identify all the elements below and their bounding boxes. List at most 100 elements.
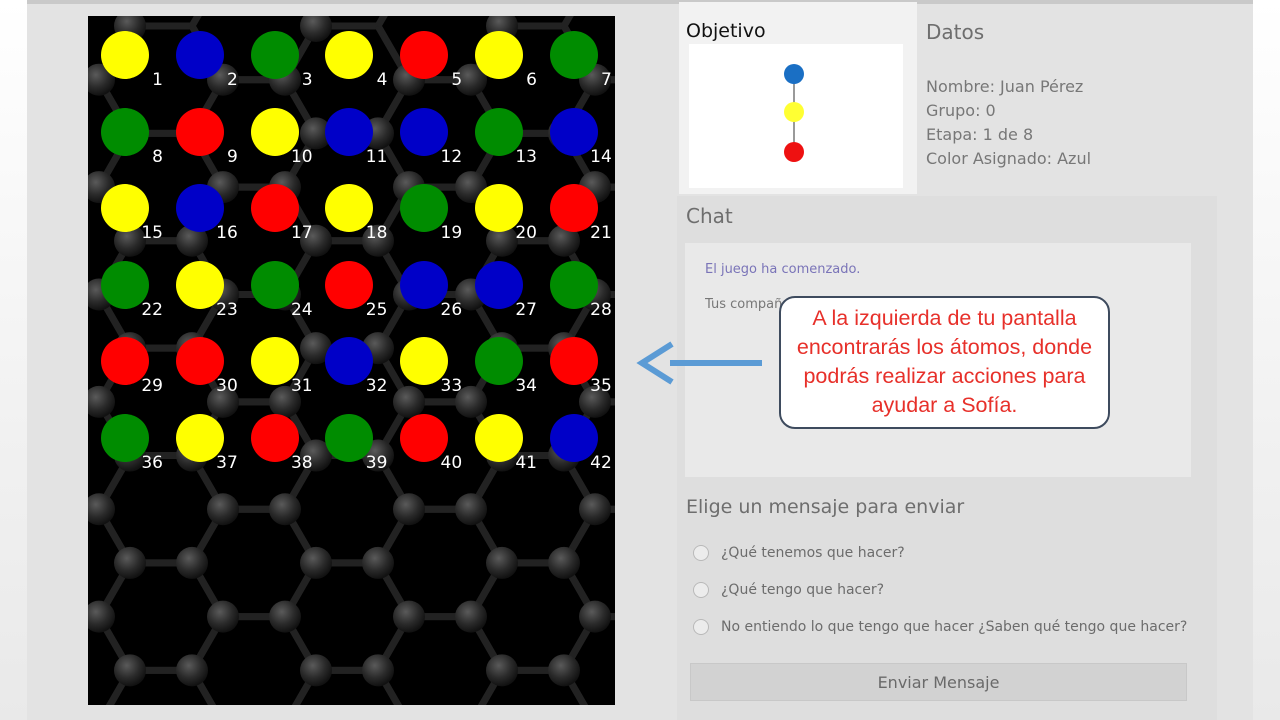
lattice-node xyxy=(579,600,611,633)
atom-4[interactable] xyxy=(325,31,374,79)
lattice-bond xyxy=(188,16,202,28)
atom-19[interactable] xyxy=(400,184,449,232)
atom-1[interactable] xyxy=(101,31,149,79)
radio-button[interactable] xyxy=(693,619,709,635)
lattice-node xyxy=(300,117,332,150)
atom-20[interactable] xyxy=(475,184,523,232)
atom-40[interactable] xyxy=(400,413,449,462)
radio-button[interactable] xyxy=(693,582,709,598)
radio-button[interactable] xyxy=(693,545,709,561)
atom-number-label: 36 xyxy=(141,452,163,473)
lattice-node xyxy=(548,654,580,687)
atom-32[interactable] xyxy=(325,337,374,385)
callout-line: A la izquierda de tu pantalla xyxy=(812,306,1077,330)
atom-number-label: 1 xyxy=(152,70,163,90)
atom-21[interactable] xyxy=(549,184,598,232)
atom-number-label: 8 xyxy=(152,146,163,167)
atom-16[interactable] xyxy=(175,184,224,232)
atom-number-label: 14 xyxy=(590,146,612,167)
atom-number-label: 19 xyxy=(440,223,463,243)
atom-number-label: 38 xyxy=(290,452,313,473)
atom-31[interactable] xyxy=(250,337,299,385)
atom-number-label: 18 xyxy=(365,223,388,243)
message-option-label: No entiendo lo que tengo que hacer ¿Sabe… xyxy=(721,619,1188,635)
lattice-node xyxy=(579,385,611,418)
atom-number-label: 29 xyxy=(141,376,163,396)
atom-35[interactable] xyxy=(549,337,598,385)
message-option-1[interactable]: ¿Qué tenemos que hacer? xyxy=(693,542,905,564)
lattice-node xyxy=(269,385,301,418)
atom-29[interactable] xyxy=(101,337,149,385)
atom-9[interactable] xyxy=(175,107,224,156)
atom-8[interactable] xyxy=(101,107,149,156)
atom-12[interactable] xyxy=(400,107,449,156)
atom-25[interactable] xyxy=(325,260,374,309)
atom-number-label: 31 xyxy=(290,376,313,396)
lattice-node xyxy=(362,224,394,257)
atom-number-label: 21 xyxy=(590,223,612,243)
atom-number-label: 30 xyxy=(216,376,238,396)
atom-37[interactable] xyxy=(175,413,224,462)
lattice-node xyxy=(548,546,580,579)
atom-number-label: 22 xyxy=(141,299,163,320)
atom-number-label: 25 xyxy=(365,299,388,320)
lattice-node xyxy=(393,600,425,633)
atom-27[interactable] xyxy=(475,260,523,309)
atom-34[interactable] xyxy=(475,337,523,385)
datos-etapa: Etapa: 1 de 8 xyxy=(926,125,1034,144)
atom-30[interactable] xyxy=(175,337,224,385)
atom-number-label: 15 xyxy=(141,223,163,243)
lattice-node xyxy=(176,224,208,257)
atom-41[interactable] xyxy=(475,413,523,462)
left-arrow-icon xyxy=(636,341,762,385)
atom-7[interactable] xyxy=(549,31,598,79)
atom-18[interactable] xyxy=(325,184,374,232)
atom-24[interactable] xyxy=(250,260,299,309)
atom-number-label: 40 xyxy=(440,452,463,473)
atom-26[interactable] xyxy=(400,260,449,309)
atom-42[interactable] xyxy=(549,413,598,462)
atom-23[interactable] xyxy=(175,260,224,309)
atom-2[interactable] xyxy=(175,31,224,79)
lattice-node xyxy=(455,385,487,418)
chat-message: El juego ha comenzado. xyxy=(705,262,861,277)
atom-number-label: 42 xyxy=(590,452,612,473)
atom-number-label: 4 xyxy=(376,70,388,90)
atom-14[interactable] xyxy=(549,107,598,156)
lattice-node xyxy=(362,546,394,579)
atom-13[interactable] xyxy=(475,107,523,156)
atom-number-label: 9 xyxy=(226,146,238,167)
top-divider xyxy=(27,0,1253,4)
atom-15[interactable] xyxy=(101,184,149,232)
atom-3[interactable] xyxy=(250,31,299,79)
message-option-2[interactable]: ¿Qué tengo que hacer? xyxy=(693,579,884,601)
atom-5[interactable] xyxy=(400,31,449,79)
lattice-node xyxy=(455,600,487,633)
lattice-node xyxy=(88,600,115,633)
atom-number-label: 2 xyxy=(226,70,238,90)
atom-number-label: 7 xyxy=(600,70,612,90)
atom-38[interactable] xyxy=(250,413,299,462)
atom-number-label: 11 xyxy=(365,146,388,167)
lattice-bond xyxy=(374,16,388,28)
atom-10[interactable] xyxy=(250,107,299,156)
lattice-node xyxy=(300,224,332,257)
atom-number-label: 16 xyxy=(216,223,238,243)
send-message-button[interactable]: Enviar Mensaje xyxy=(690,663,1187,701)
atom-28[interactable] xyxy=(549,260,598,309)
atom-22[interactable] xyxy=(101,260,149,309)
chat-panel: Chat El juego ha comenzado. Tus compañer… xyxy=(677,196,1217,720)
atom-number-label: 39 xyxy=(365,452,388,473)
atom-11[interactable] xyxy=(325,107,374,156)
message-option-3[interactable]: No entiendo lo que tengo que hacer ¿Sabe… xyxy=(693,616,1187,638)
atom-6[interactable] xyxy=(475,31,523,79)
atom-17[interactable] xyxy=(250,184,299,232)
molecule-atom-middle xyxy=(784,102,804,122)
atom-36[interactable] xyxy=(101,413,149,462)
message-option-label: ¿Qué tengo que hacer? xyxy=(721,582,885,598)
atom-39[interactable] xyxy=(325,413,374,462)
lattice-node xyxy=(88,385,115,418)
callout-line: encontrarás los átomos, donde xyxy=(796,335,1093,359)
lattice-node xyxy=(114,224,146,257)
atom-33[interactable] xyxy=(400,337,449,385)
